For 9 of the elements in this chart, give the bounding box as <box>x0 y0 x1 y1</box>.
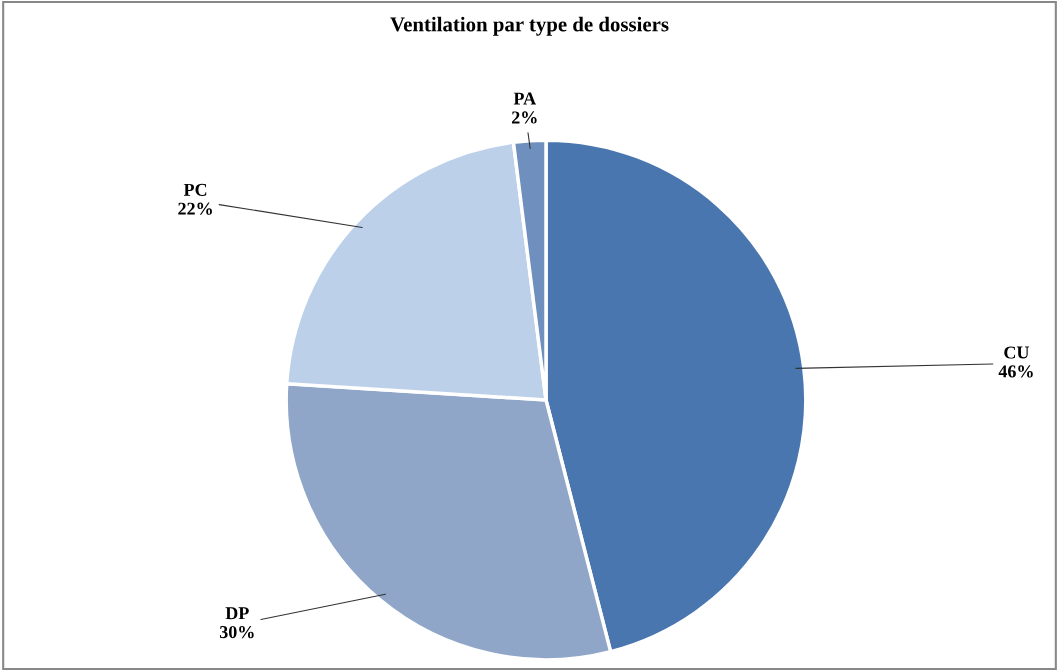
slice-label: CU <box>1004 346 1030 359</box>
slice-label: DP <box>225 607 249 620</box>
data-label: 46% <box>998 365 1033 378</box>
data-label: 2% <box>512 111 537 124</box>
chart-title: Ventilation par type de dossiers <box>390 16 669 36</box>
data-label: 30% <box>219 625 254 639</box>
slice-label: PC <box>183 183 207 196</box>
data-label: 22% <box>178 202 212 215</box>
slice-label: PA <box>513 92 537 105</box>
